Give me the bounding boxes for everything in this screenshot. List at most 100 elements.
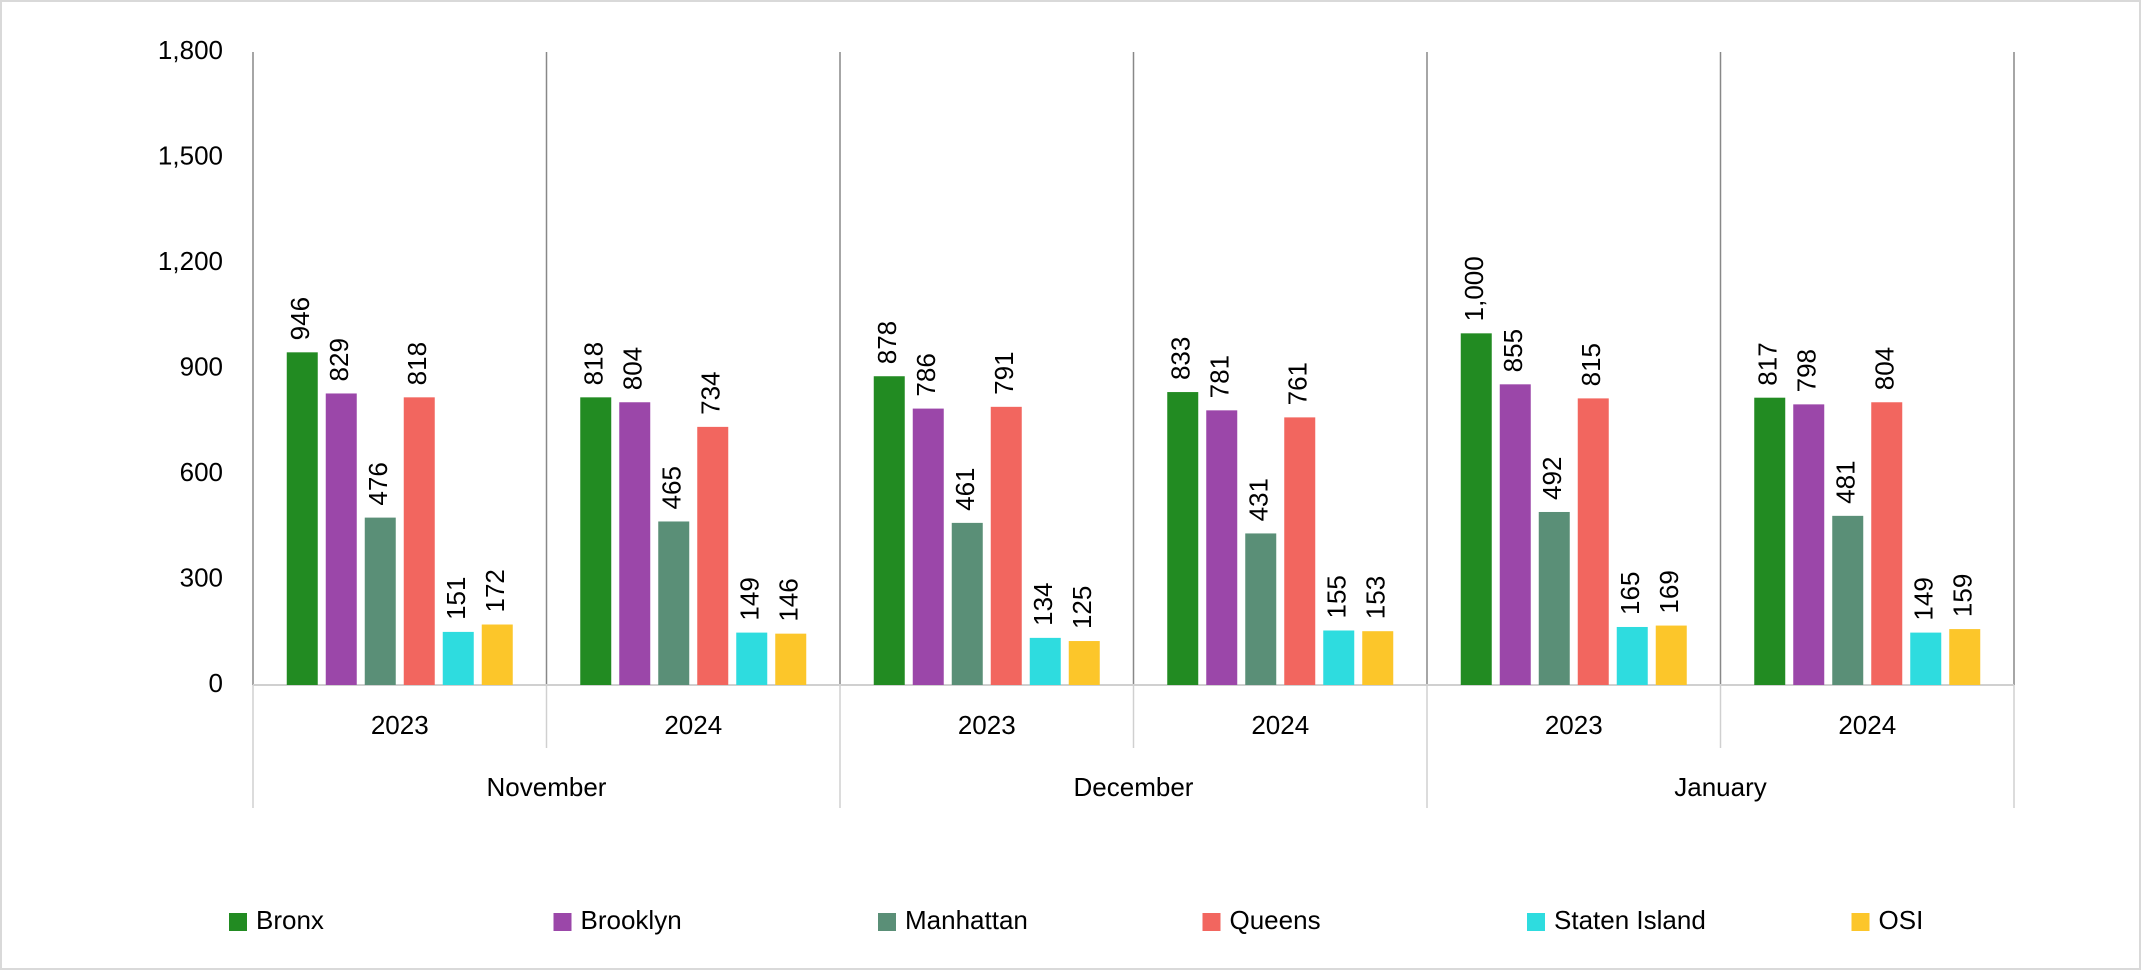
- bar: [697, 426, 729, 685]
- bar: [1362, 631, 1394, 685]
- legend-label: Brooklyn: [581, 905, 682, 935]
- legend-label: Manhattan: [905, 905, 1028, 935]
- data-label: 155: [1322, 575, 1352, 618]
- data-label: 169: [1654, 570, 1684, 613]
- bar: [1538, 511, 1570, 685]
- x-tick-label: 2024: [1838, 710, 1896, 740]
- data-label: 761: [1283, 362, 1313, 405]
- bar: [1793, 404, 1825, 685]
- bar: [1323, 630, 1355, 685]
- legend-label: Staten Island: [1554, 905, 1706, 935]
- legend-label: OSI: [1879, 905, 1924, 935]
- bar: [1460, 333, 1492, 685]
- bar: [1655, 625, 1687, 685]
- data-label: 149: [1909, 577, 1939, 620]
- data-label: 134: [1028, 582, 1058, 625]
- data-label: 153: [1361, 576, 1391, 619]
- x-tick-label: 2024: [664, 710, 722, 740]
- bar: [1284, 417, 1316, 685]
- data-label: 815: [1576, 343, 1606, 386]
- data-label: 786: [911, 353, 941, 396]
- data-label: 734: [696, 371, 726, 414]
- bar: [1754, 397, 1786, 685]
- bar: [1068, 641, 1100, 685]
- bar: [873, 376, 905, 685]
- legend-swatch: [1527, 913, 1545, 931]
- y-tick-label: 1,800: [158, 35, 223, 65]
- data-label: 146: [774, 578, 804, 621]
- y-tick-label: 900: [180, 351, 223, 381]
- bar: [1167, 392, 1199, 685]
- x-tick-label: 2023: [1545, 710, 1603, 740]
- data-label: 946: [285, 297, 315, 340]
- data-label: 465: [657, 466, 687, 509]
- data-label: 1,000: [1459, 256, 1489, 321]
- bar: [403, 397, 435, 685]
- data-label: 481: [1831, 460, 1861, 503]
- x-tick-label: 2023: [958, 710, 1016, 740]
- data-label: 461: [950, 467, 980, 510]
- data-label: 172: [480, 569, 510, 612]
- bar: [1949, 629, 1981, 685]
- data-label: 818: [402, 342, 432, 385]
- data-label: 818: [579, 342, 609, 385]
- bar: [481, 624, 513, 685]
- data-label: 476: [363, 462, 393, 505]
- data-label: 817: [1753, 342, 1783, 385]
- y-tick-label: 300: [180, 562, 223, 592]
- bar: [1871, 402, 1903, 685]
- bar: [1499, 384, 1531, 685]
- data-label: 791: [989, 351, 1019, 394]
- bar: [951, 522, 983, 685]
- data-label: 855: [1498, 329, 1528, 372]
- y-tick-label: 0: [209, 668, 223, 698]
- y-tick-label: 1,500: [158, 140, 223, 170]
- bar: [912, 408, 944, 685]
- bar: [619, 402, 651, 685]
- x-tick-label: 2023: [371, 710, 429, 740]
- legend-swatch: [878, 913, 896, 931]
- data-label: 781: [1205, 355, 1235, 398]
- bar: [364, 517, 396, 685]
- data-label: 492: [1537, 457, 1567, 500]
- legend-swatch: [553, 913, 572, 931]
- bar: [580, 397, 612, 685]
- legend-label: Bronx: [256, 905, 324, 935]
- bar: [442, 631, 474, 685]
- bar: [775, 633, 807, 685]
- group-label: November: [487, 772, 607, 802]
- legend-swatch: [1851, 913, 1870, 931]
- bar: [1206, 410, 1238, 685]
- data-label: 431: [1244, 478, 1274, 521]
- bar: [658, 521, 690, 685]
- legend-swatch: [1202, 913, 1221, 931]
- data-label: 125: [1067, 586, 1097, 629]
- bar: [1577, 398, 1609, 685]
- bar: [1832, 515, 1864, 685]
- data-label: 149: [735, 577, 765, 620]
- bar: [286, 352, 318, 685]
- data-label: 878: [872, 321, 902, 364]
- x-tick-label: 2024: [1251, 710, 1309, 740]
- group-label: December: [1074, 772, 1194, 802]
- data-label: 151: [441, 577, 471, 620]
- legend-label: Queens: [1230, 905, 1321, 935]
- data-label: 829: [324, 338, 354, 381]
- bar: [1245, 533, 1277, 685]
- bar: [1616, 626, 1648, 685]
- bar: [736, 632, 768, 685]
- y-tick-label: 1,200: [158, 246, 223, 276]
- bar: [325, 393, 357, 685]
- data-label: 833: [1166, 337, 1196, 380]
- data-label: 804: [1870, 347, 1900, 390]
- bar: [1029, 637, 1061, 685]
- data-label: 165: [1615, 572, 1645, 615]
- group-label: January: [1674, 772, 1767, 802]
- bar: [990, 406, 1022, 685]
- data-label: 798: [1792, 349, 1822, 392]
- legend-swatch: [229, 913, 247, 931]
- data-label: 159: [1948, 574, 1978, 617]
- y-tick-label: 600: [180, 457, 223, 487]
- data-label: 804: [618, 347, 648, 390]
